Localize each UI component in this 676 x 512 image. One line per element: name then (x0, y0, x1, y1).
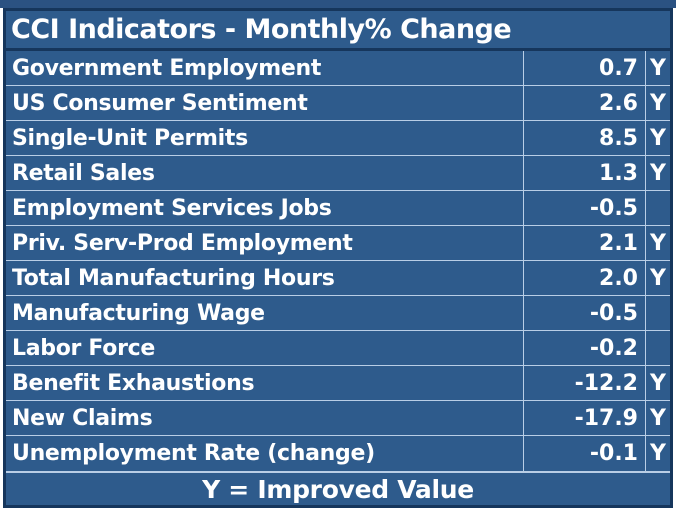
table-row: New Claims -17.9 Y (6, 401, 670, 436)
indicator-value: 2.1 (523, 226, 645, 260)
table-row: Unemployment Rate (change) -0.1 Y (6, 436, 670, 471)
table-row: Priv. Serv-Prod Employment 2.1 Y (6, 226, 670, 261)
table-row: Retail Sales 1.3 Y (6, 156, 670, 191)
improved-flag: Y (645, 51, 670, 85)
indicator-value: 1.3 (523, 156, 645, 190)
indicator-name: US Consumer Sentiment (12, 90, 308, 116)
indicator-name: Government Employment (12, 55, 322, 81)
indicator-name: Priv. Serv-Prod Employment (12, 230, 353, 256)
indicator-name: Labor Force (12, 335, 155, 361)
indicator-name: Employment Services Jobs (12, 195, 332, 221)
cci-indicators-table: CCI Indicators - Monthly% Change Governm… (3, 8, 673, 508)
indicator-name: Benefit Exhaustions (12, 370, 255, 396)
improved-flag: Y (645, 401, 670, 435)
improved-flag: Y (645, 156, 670, 190)
indicator-value: 0.7 (523, 51, 645, 85)
indicator-value: -0.2 (523, 331, 645, 365)
table-body: Government Employment 0.7 Y US Consumer … (6, 51, 670, 471)
indicator-name: New Claims (12, 405, 153, 431)
improved-flag: Y (645, 436, 670, 471)
indicator-value: -17.9 (523, 401, 645, 435)
indicator-value: 2.0 (523, 261, 645, 295)
table-row: Manufacturing Wage -0.5 (6, 296, 670, 331)
indicator-name: Retail Sales (12, 160, 155, 186)
table-footer-legend: Y = Improved Value (6, 471, 670, 505)
indicator-name: Unemployment Rate (change) (12, 441, 375, 466)
indicator-name: Manufacturing Wage (12, 300, 265, 326)
improved-flag: Y (645, 86, 670, 120)
improved-flag: Y (645, 121, 670, 155)
table-row: Employment Services Jobs -0.5 (6, 191, 670, 226)
top-strip (0, 0, 676, 8)
table-title: CCI Indicators - Monthly% Change (6, 11, 670, 51)
indicator-value: -0.5 (523, 191, 645, 225)
table-row: Single-Unit Permits 8.5 Y (6, 121, 670, 156)
improved-flag (645, 296, 670, 330)
table-row: Labor Force -0.2 (6, 331, 670, 366)
table-row: Government Employment 0.7 Y (6, 51, 670, 86)
improved-flag (645, 331, 670, 365)
improved-flag (645, 191, 670, 225)
table-row: Benefit Exhaustions -12.2 Y (6, 366, 670, 401)
indicator-value: -0.5 (523, 296, 645, 330)
table-row: Total Manufacturing Hours 2.0 Y (6, 261, 670, 296)
table-row: US Consumer Sentiment 2.6 Y (6, 86, 670, 121)
indicator-value: 8.5 (523, 121, 645, 155)
indicator-value: 2.6 (523, 86, 645, 120)
indicator-value: -0.1 (523, 436, 645, 471)
indicator-name: Single-Unit Permits (12, 125, 248, 151)
indicator-name: Total Manufacturing Hours (12, 265, 335, 291)
improved-flag: Y (645, 366, 670, 400)
indicator-value: -12.2 (523, 366, 645, 400)
improved-flag: Y (645, 261, 670, 295)
improved-flag: Y (645, 226, 670, 260)
